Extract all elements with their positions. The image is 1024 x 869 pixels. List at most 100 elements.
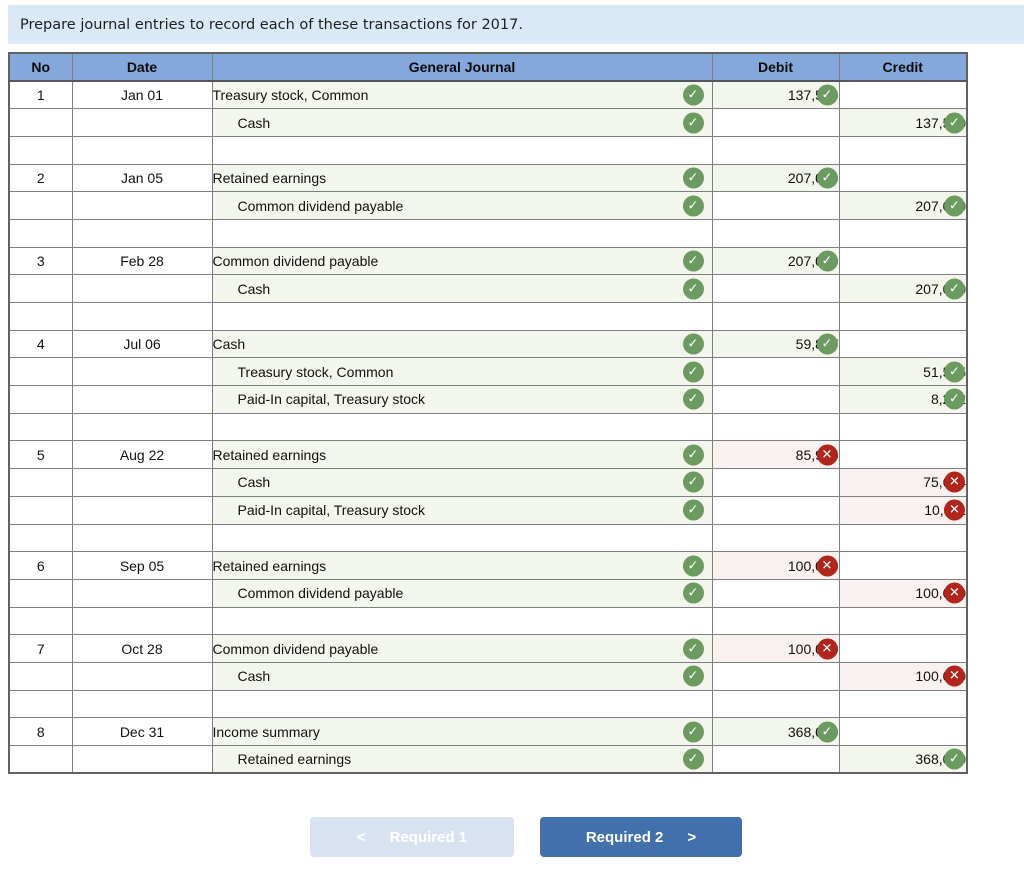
account-cell[interactable]: Cash ✓ bbox=[211, 329, 713, 359]
debit-cell[interactable]: 100,000 ✕ bbox=[711, 634, 840, 663]
journal-line-row: Paid-In capital, Treasury stock✓ 10,311✕ bbox=[8, 495, 968, 525]
account-cell[interactable]: Treasury stock, Common ✓ bbox=[211, 80, 713, 110]
spacer-cell bbox=[711, 302, 840, 331]
spacer-cell bbox=[211, 302, 713, 331]
check-icon: ✓ bbox=[682, 84, 704, 106]
debit-cell[interactable]: 207,000 ✓ bbox=[711, 246, 840, 276]
debit-cell[interactable]: 207,000 ✓ bbox=[711, 163, 840, 193]
credit-cell[interactable] bbox=[838, 246, 968, 276]
entry-number-cell bbox=[8, 357, 73, 387]
account-cell[interactable]: Common dividend payable ✓ bbox=[211, 246, 713, 276]
entry-date-cell bbox=[71, 385, 213, 414]
credit-cell[interactable] bbox=[838, 163, 968, 193]
credit-cell[interactable] bbox=[838, 440, 968, 470]
journal-line-row: Cash✓ 75,614✕ bbox=[8, 468, 968, 497]
check-icon: ✓ bbox=[682, 195, 704, 217]
entry-date-cell: Oct 28 bbox=[71, 634, 213, 663]
journal-table: No Date General Journal Debit Credit 1 Ja… bbox=[8, 52, 968, 775]
debit-cell[interactable]: 100,000 ✕ bbox=[711, 551, 840, 580]
journal-line-row: Cash ✓ 137,500 ✓ bbox=[8, 108, 968, 137]
credit-cell[interactable] bbox=[838, 717, 968, 746]
credit-cell[interactable]: 100,000 ✕ bbox=[838, 578, 968, 608]
required-1-button[interactable]: < Required 1 bbox=[310, 817, 514, 857]
credit-cell[interactable] bbox=[838, 329, 968, 359]
account-cell[interactable]: Treasury stock, Common ✓ bbox=[211, 357, 713, 387]
cross-icon: ✕ bbox=[944, 582, 965, 604]
cross-icon: ✕ bbox=[816, 638, 838, 660]
spacer-cell bbox=[71, 302, 213, 331]
debit-cell[interactable]: 368,000 ✓ bbox=[711, 717, 840, 746]
spacer-cell bbox=[838, 412, 968, 442]
account-cell[interactable]: Paid-In capital, Treasury stock ✓ bbox=[211, 495, 713, 525]
column-header-no: No bbox=[8, 52, 73, 82]
journal-line-row: 6 Sep 05 Retained earnings ✓ 100,000 ✕ bbox=[8, 551, 968, 580]
spacer-cell bbox=[8, 606, 73, 636]
check-icon: ✓ bbox=[682, 444, 704, 466]
credit-cell[interactable]: 137,500 ✓ bbox=[838, 108, 968, 137]
debit-cell[interactable] bbox=[711, 357, 840, 387]
debit-cell[interactable] bbox=[711, 191, 840, 220]
credit-cell[interactable] bbox=[838, 634, 968, 663]
credit-cell[interactable]: 368,000 ✓ bbox=[838, 745, 968, 774]
debit-cell[interactable]: 85,925✕ bbox=[711, 440, 840, 470]
credit-cell[interactable]: 207,000 ✓ bbox=[838, 274, 968, 303]
credit-cell[interactable] bbox=[838, 551, 968, 580]
check-icon: ✓ bbox=[944, 278, 965, 300]
check-icon: ✓ bbox=[682, 721, 704, 743]
debit-cell[interactable] bbox=[711, 745, 840, 774]
check-icon: ✓ bbox=[682, 471, 704, 493]
spacer-cell bbox=[71, 523, 213, 553]
account-cell[interactable]: Paid-In capital, Treasury stock ✓ bbox=[211, 385, 713, 414]
entry-date-cell bbox=[71, 468, 213, 497]
check-icon: ✓ bbox=[816, 84, 838, 106]
credit-cell[interactable]: 100,000 ✕ bbox=[838, 661, 968, 691]
entry-date-cell: Jan 05 bbox=[71, 163, 213, 193]
required-2-button[interactable]: Required 2 > bbox=[540, 817, 742, 857]
spacer-cell bbox=[838, 606, 968, 636]
account-cell[interactable]: Retained earnings ✓ bbox=[211, 163, 713, 193]
entry-date-cell: Jul 06 bbox=[71, 329, 213, 359]
account-cell[interactable]: Common dividend payable ✓ bbox=[211, 634, 713, 663]
account-cell[interactable]: Cash ✓ bbox=[211, 274, 713, 303]
journal-line-row: 3 Feb 28 Common dividend payable ✓ 207,000 ✓ bbox=[8, 246, 968, 276]
check-icon: ✓ bbox=[944, 748, 965, 770]
account-cell[interactable]: Common dividend payable ✓ bbox=[211, 578, 713, 608]
account-cell[interactable]: Cash ✓ bbox=[211, 661, 713, 691]
debit-cell[interactable] bbox=[711, 578, 840, 608]
cross-icon: ✕ bbox=[816, 555, 838, 577]
debit-cell[interactable] bbox=[711, 274, 840, 303]
entry-number-cell bbox=[8, 191, 73, 220]
credit-cell[interactable]: 51,575✓ bbox=[838, 357, 968, 387]
account-cell[interactable]: Income summary ✓ bbox=[211, 717, 713, 746]
account-cell[interactable]: Retained earnings ✓ bbox=[211, 551, 713, 580]
entry-number-cell bbox=[8, 495, 73, 525]
debit-cell[interactable] bbox=[711, 495, 840, 525]
check-icon: ✓ bbox=[682, 555, 704, 577]
spacer-cell bbox=[71, 689, 213, 719]
debit-cell[interactable] bbox=[711, 108, 840, 137]
account-cell[interactable]: Common dividend payable ✓ bbox=[211, 191, 713, 220]
debit-cell[interactable] bbox=[711, 468, 840, 497]
cross-icon: ✕ bbox=[944, 471, 965, 493]
spacer-row bbox=[8, 218, 968, 248]
debit-cell[interactable] bbox=[711, 385, 840, 414]
credit-cell[interactable]: 8,252✓ bbox=[838, 385, 968, 414]
spacer-cell bbox=[711, 218, 840, 248]
account-cell[interactable]: Cash ✓ bbox=[211, 108, 713, 137]
debit-cell[interactable]: 59,827✓ bbox=[711, 329, 840, 359]
debit-cell[interactable]: 137,500 ✓ bbox=[711, 80, 840, 110]
entry-date-cell: Sep 05 bbox=[71, 551, 213, 580]
account-cell[interactable]: Retained earnings ✓ bbox=[211, 440, 713, 470]
credit-cell[interactable] bbox=[838, 80, 968, 110]
credit-cell[interactable]: 10,311✕ bbox=[838, 495, 968, 525]
credit-cell[interactable]: 75,614✕ bbox=[838, 468, 968, 497]
column-header-debit: Debit bbox=[711, 52, 840, 82]
spacer-cell bbox=[71, 218, 213, 248]
journal-line-row: Cash ✓ 100,000 ✕ bbox=[8, 661, 968, 691]
debit-cell[interactable] bbox=[711, 661, 840, 691]
credit-cell[interactable]: 207,000 ✓ bbox=[838, 191, 968, 220]
spacer-cell bbox=[71, 412, 213, 442]
account-cell[interactable]: Retained earnings ✓ bbox=[211, 745, 713, 774]
account-cell[interactable]: Cash ✓ bbox=[211, 468, 713, 497]
